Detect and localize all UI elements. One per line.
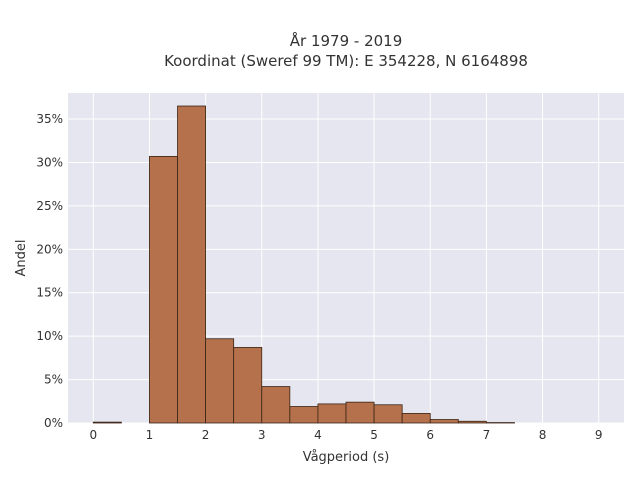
- histogram-bar: [317, 403, 347, 424]
- histogram-bar: [429, 419, 459, 424]
- chart-title: År 1979 - 2019: [290, 31, 403, 50]
- bars: [92, 105, 515, 424]
- histogram-bar: [177, 105, 206, 424]
- y-axis-ticks: 0% 5% 10% 15% 20% 25% 30% 35%: [36, 112, 63, 430]
- histogram-bar: [373, 404, 403, 424]
- x-tick-label: 2: [202, 428, 210, 442]
- y-axis-label: Andel: [14, 240, 29, 277]
- y-tick-label: 20%: [36, 242, 63, 256]
- x-tick-label: 8: [539, 428, 547, 442]
- histogram-bar: [149, 155, 178, 424]
- x-tick-label: 6: [426, 428, 434, 442]
- y-tick-label: 30%: [36, 155, 63, 169]
- histogram-bar: [401, 413, 431, 424]
- x-tick-label: 1: [146, 428, 154, 442]
- y-tick-label: 25%: [36, 199, 63, 213]
- chart-subtitle: Koordinat (Sweref 99 TM): E 354228, N 61…: [164, 52, 528, 70]
- x-tick-label: 0: [89, 428, 97, 442]
- x-tick-label: 4: [314, 428, 322, 442]
- histogram-bar: [261, 386, 291, 424]
- x-tick-label: 5: [370, 428, 378, 442]
- histogram-bar: [345, 401, 375, 424]
- histogram-bar: [92, 421, 122, 424]
- x-axis-ticks: 0 1 2 3 4 5 6 7 8 9: [89, 428, 602, 442]
- x-tick-label: 7: [483, 428, 491, 442]
- x-axis-label: Vågperiod (s): [303, 450, 390, 465]
- histogram-bar: [289, 406, 319, 424]
- histogram-bar: [205, 338, 235, 424]
- histogram-bar: [233, 347, 263, 424]
- y-tick-label: 15%: [36, 286, 63, 300]
- y-tick-label: 0%: [44, 416, 63, 430]
- y-tick-label: 10%: [36, 329, 63, 343]
- histogram-bar: [457, 420, 487, 424]
- y-tick-label: 35%: [36, 112, 63, 126]
- y-tick-label: 5%: [44, 373, 63, 387]
- x-tick-label: 3: [258, 428, 266, 442]
- x-tick-label: 9: [595, 428, 603, 442]
